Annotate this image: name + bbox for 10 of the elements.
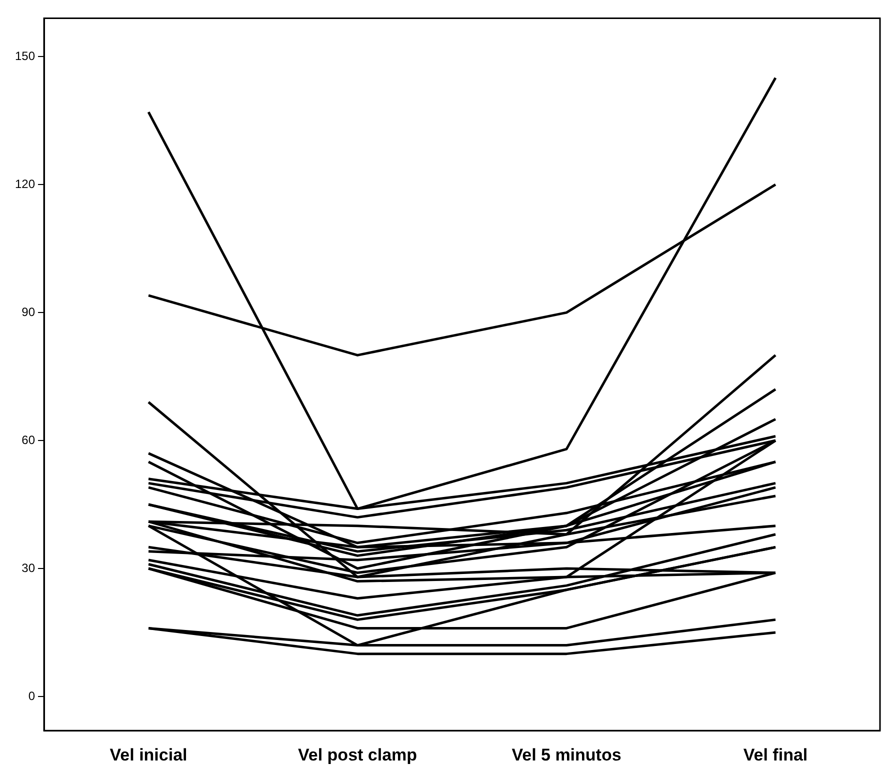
y-tick-label: 90 — [22, 304, 36, 319]
x-tick-label: Vel post clamp — [298, 745, 418, 764]
y-tick-label: 30 — [22, 560, 36, 575]
x-tick-label: Vel 5 minutos — [512, 745, 622, 764]
y-tick-label: 0 — [28, 688, 36, 703]
y-tick-label: 150 — [14, 48, 36, 63]
y-tick-label: 120 — [14, 176, 36, 191]
x-tick-label: Vel final — [743, 745, 808, 764]
y-tick-label: 60 — [22, 432, 36, 447]
x-tick-label: Vel inicial — [110, 745, 188, 764]
